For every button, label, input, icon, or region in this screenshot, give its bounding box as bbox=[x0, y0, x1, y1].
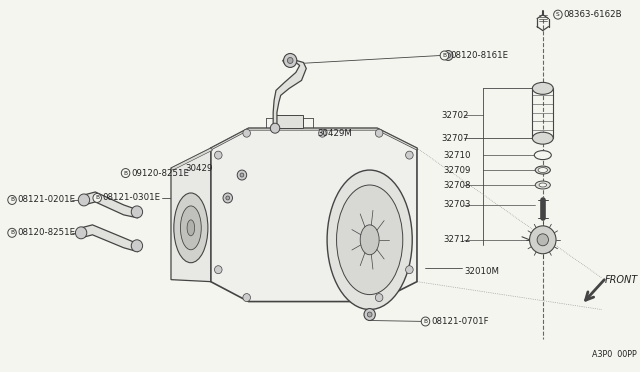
Circle shape bbox=[444, 51, 453, 61]
Circle shape bbox=[78, 194, 90, 206]
Circle shape bbox=[319, 129, 326, 137]
Text: B: B bbox=[95, 195, 99, 201]
Circle shape bbox=[375, 294, 383, 302]
Text: 32010M: 32010M bbox=[464, 267, 499, 276]
Text: B: B bbox=[442, 53, 447, 58]
Ellipse shape bbox=[180, 206, 201, 250]
Ellipse shape bbox=[337, 185, 403, 295]
Text: 08120-8161E: 08120-8161E bbox=[450, 51, 508, 60]
Polygon shape bbox=[275, 115, 303, 128]
Text: 08120-8251E: 08120-8251E bbox=[18, 228, 76, 237]
Text: S: S bbox=[556, 12, 560, 17]
Ellipse shape bbox=[360, 225, 379, 255]
Circle shape bbox=[93, 193, 102, 202]
Polygon shape bbox=[211, 128, 417, 150]
Circle shape bbox=[364, 308, 375, 321]
Ellipse shape bbox=[539, 183, 547, 187]
Circle shape bbox=[287, 58, 293, 64]
Text: 32707: 32707 bbox=[442, 134, 469, 143]
Circle shape bbox=[440, 51, 449, 60]
Ellipse shape bbox=[538, 167, 548, 173]
Ellipse shape bbox=[535, 166, 550, 174]
Circle shape bbox=[243, 294, 250, 302]
Ellipse shape bbox=[174, 193, 208, 263]
Text: 09120-8251E: 09120-8251E bbox=[131, 169, 189, 177]
Text: A3P0  00PP: A3P0 00PP bbox=[592, 350, 637, 359]
Circle shape bbox=[76, 227, 87, 239]
Polygon shape bbox=[171, 148, 212, 170]
Circle shape bbox=[406, 151, 413, 159]
Polygon shape bbox=[273, 58, 307, 128]
Circle shape bbox=[446, 53, 451, 58]
Polygon shape bbox=[171, 148, 211, 282]
Text: 32709: 32709 bbox=[444, 166, 471, 174]
Text: 32702: 32702 bbox=[442, 111, 469, 120]
Ellipse shape bbox=[532, 132, 553, 144]
Ellipse shape bbox=[327, 170, 412, 310]
Text: B: B bbox=[124, 170, 127, 176]
Circle shape bbox=[131, 240, 143, 252]
Text: 32708: 32708 bbox=[444, 180, 471, 189]
Text: 08121-0301E: 08121-0301E bbox=[103, 193, 161, 202]
Text: 08121-0701F: 08121-0701F bbox=[431, 317, 489, 326]
Text: 08363-6162B: 08363-6162B bbox=[564, 10, 622, 19]
Circle shape bbox=[8, 195, 16, 205]
Ellipse shape bbox=[534, 151, 551, 160]
Polygon shape bbox=[81, 225, 138, 252]
Text: 08121-0201E: 08121-0201E bbox=[18, 195, 76, 205]
Ellipse shape bbox=[187, 220, 195, 236]
Circle shape bbox=[237, 170, 246, 180]
Text: 30429: 30429 bbox=[185, 164, 212, 173]
Circle shape bbox=[537, 234, 548, 246]
Circle shape bbox=[375, 129, 383, 137]
Circle shape bbox=[367, 312, 372, 317]
Polygon shape bbox=[84, 192, 138, 218]
Circle shape bbox=[243, 129, 250, 137]
Circle shape bbox=[131, 206, 143, 218]
Circle shape bbox=[214, 151, 222, 159]
Text: B: B bbox=[10, 230, 14, 235]
Text: 30429M: 30429M bbox=[317, 129, 353, 138]
Ellipse shape bbox=[532, 82, 553, 94]
Text: B: B bbox=[10, 198, 14, 202]
Circle shape bbox=[406, 266, 413, 274]
Circle shape bbox=[284, 54, 297, 67]
Circle shape bbox=[529, 226, 556, 254]
Text: 32712: 32712 bbox=[444, 235, 471, 244]
Text: B: B bbox=[424, 319, 428, 324]
Polygon shape bbox=[211, 128, 417, 302]
Text: 32710: 32710 bbox=[444, 151, 471, 160]
Text: FRONT: FRONT bbox=[604, 275, 637, 285]
Circle shape bbox=[223, 193, 232, 203]
Circle shape bbox=[421, 317, 429, 326]
Circle shape bbox=[226, 196, 230, 200]
Circle shape bbox=[8, 228, 16, 237]
Circle shape bbox=[214, 266, 222, 274]
Text: 32703: 32703 bbox=[444, 201, 471, 209]
Circle shape bbox=[554, 10, 562, 19]
Ellipse shape bbox=[535, 181, 550, 189]
Circle shape bbox=[270, 123, 280, 133]
Circle shape bbox=[122, 169, 130, 177]
Circle shape bbox=[240, 173, 244, 177]
